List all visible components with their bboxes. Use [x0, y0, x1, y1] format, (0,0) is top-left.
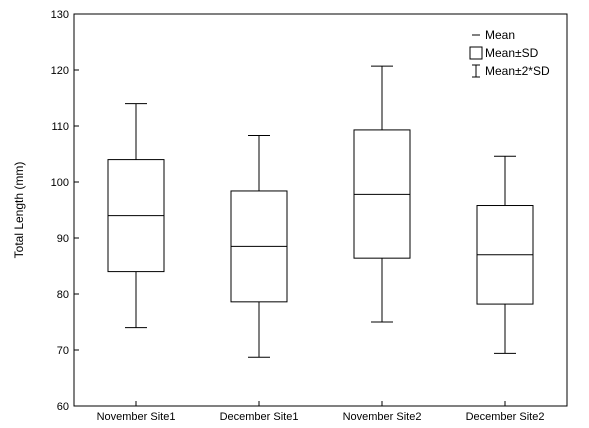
legend-label: Mean	[485, 28, 515, 42]
legend: Mean Mean±SD Mean±2*SD	[469, 28, 550, 78]
box-group	[230, 135, 288, 358]
x-axis: November Site1 December Site1 November Sit…	[97, 401, 545, 423]
legend-sd-box-symbol	[469, 46, 483, 60]
box-group	[107, 103, 165, 329]
y-tick-label: 70	[57, 345, 69, 357]
x-tick-label: December Site1	[220, 411, 299, 423]
y-axis-label: Total Length (mm)	[12, 162, 26, 259]
legend-label: Mean±SD	[485, 46, 539, 60]
box-series	[107, 65, 534, 358]
y-tick-label: 90	[57, 233, 69, 245]
x-tick-label: November Site1	[97, 411, 176, 423]
y-tick-label: 60	[57, 401, 69, 413]
box-group	[476, 155, 534, 354]
box-group	[353, 65, 411, 323]
y-tick-label: 120	[51, 65, 69, 77]
legend-label: Mean±2*SD	[485, 64, 550, 78]
y-axis: 60 70 80 90 100 110 120 130	[51, 9, 79, 413]
y-tick-label: 110	[51, 121, 69, 133]
x-tick-label: December Site2	[466, 411, 545, 423]
y-tick-label: 100	[51, 177, 69, 189]
plot-area-frame	[73, 13, 568, 407]
y-tick-label: 130	[51, 9, 69, 21]
y-tick-label: 80	[57, 289, 69, 301]
x-tick-label: November Site2	[343, 411, 422, 423]
